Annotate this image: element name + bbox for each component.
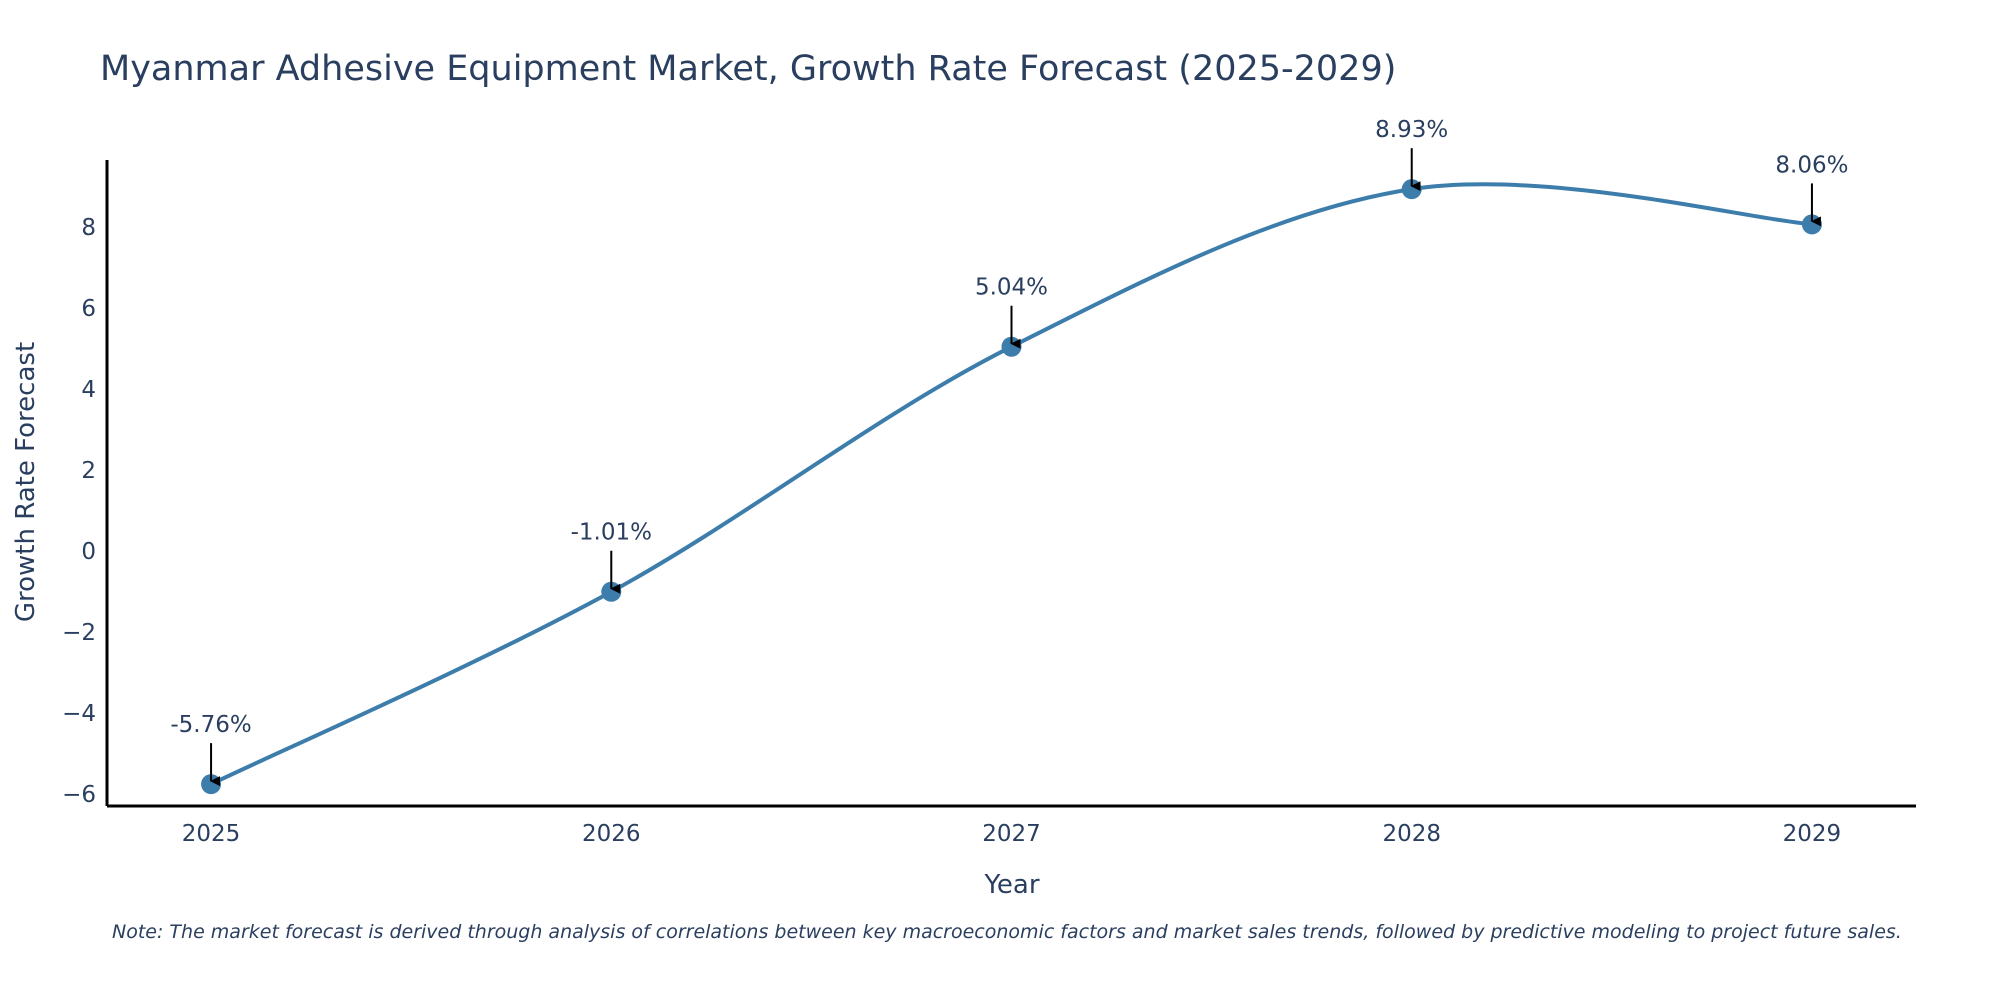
x-axis-label: Year (983, 870, 1039, 900)
x-ticks: 2025 2026 2027 2028 2029 (182, 821, 1841, 847)
y-tick-label: −6 (62, 782, 96, 808)
data-label: 8.93% (1375, 117, 1448, 143)
y-tick-label: −4 (62, 701, 96, 727)
y-axis-label: Growth Rate Forecast (11, 342, 41, 622)
y-tick-label: 0 (81, 539, 96, 565)
x-tick-label: 2027 (982, 821, 1041, 847)
data-label: 8.06% (1775, 152, 1848, 178)
x-tick-label: 2029 (1783, 821, 1842, 847)
x-tick-label: 2025 (182, 821, 241, 847)
y-tick-label: 8 (81, 215, 96, 241)
x-tick-label: 2026 (582, 821, 641, 847)
data-label: -5.76% (170, 712, 251, 738)
footnote: Note: The market forecast is derived thr… (112, 921, 1902, 943)
x-tick-label: 2028 (1382, 821, 1441, 847)
data-label: -1.01% (571, 520, 652, 546)
y-tick-label: −2 (62, 620, 96, 646)
y-tick-label: 6 (81, 296, 96, 322)
plot-area: -5.76% -1.01% 5.04% 8.93% 8.06% (170, 117, 1848, 795)
data-label: 5.04% (975, 275, 1048, 301)
y-tick-label: 4 (81, 377, 96, 403)
y-tick-label: 2 (81, 458, 96, 484)
y-ticks: −6 −4 −2 0 2 4 6 8 (62, 215, 96, 808)
chart-title: Myanmar Adhesive Equipment Market, Growt… (100, 49, 1396, 89)
